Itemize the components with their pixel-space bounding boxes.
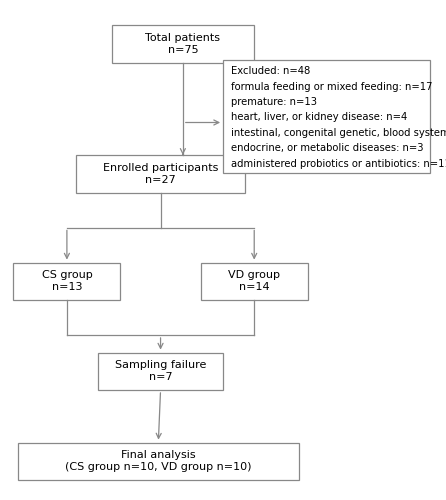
Text: n=27: n=27 [145,175,176,185]
Bar [76,155,245,192]
Text: heart, liver, or kidney disease: n=4: heart, liver, or kidney disease: n=4 [231,112,407,122]
Text: endocrine, or metabolic diseases: n=3: endocrine, or metabolic diseases: n=3 [231,144,424,154]
Text: Enrolled participants: Enrolled participants [103,162,218,172]
Text: n=14: n=14 [239,282,269,292]
Text: Excluded: n=48: Excluded: n=48 [231,66,310,76]
Text: VD group: VD group [228,270,280,280]
Text: formula feeding or mixed feeding: n=17: formula feeding or mixed feeding: n=17 [231,82,433,92]
Text: n=7: n=7 [149,372,172,382]
Bar [13,262,120,300]
Bar [201,262,308,300]
Text: CS group: CS group [41,270,92,280]
Text: Final analysis: Final analysis [121,450,196,460]
Bar [223,60,430,172]
Text: Total patients: Total patients [145,32,220,42]
Text: (CS group n=10, VD group n=10): (CS group n=10, VD group n=10) [65,462,252,472]
Bar [18,442,299,480]
Text: premature: n=13: premature: n=13 [231,97,317,107]
Text: intestinal, congenital genetic, blood system,: intestinal, congenital genetic, blood sy… [231,128,446,138]
Bar [98,352,223,390]
Text: administered probiotics or antibiotics: n=11: administered probiotics or antibiotics: … [231,159,446,169]
Bar [112,25,254,62]
Text: n=75: n=75 [168,45,198,55]
Text: Sampling failure: Sampling failure [115,360,206,370]
Text: n=13: n=13 [52,282,82,292]
